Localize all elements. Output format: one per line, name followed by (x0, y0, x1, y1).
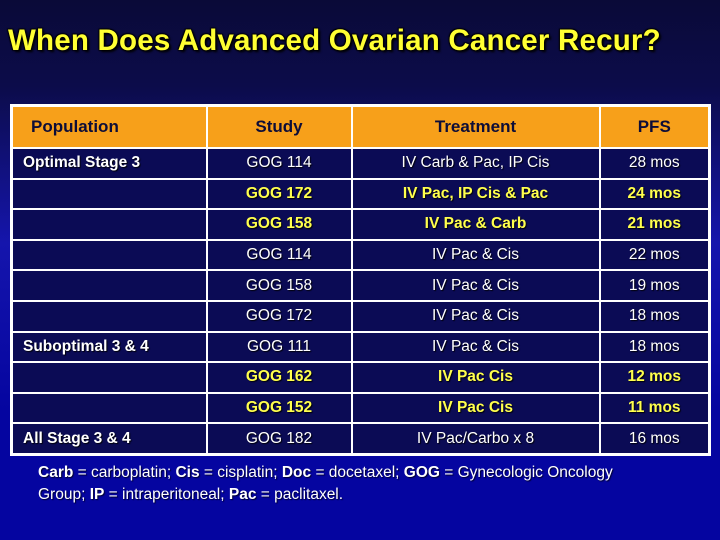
study-cell: GOG 162 (205, 361, 353, 394)
pfs-cell: 19 mos (598, 269, 711, 302)
table-row: GOG 172 IV Pac, IP Cis & Pac 24 mos (10, 177, 711, 211)
study-cell: GOG 182 (205, 422, 353, 456)
pfs-cell: 11 mos (598, 391, 711, 425)
population-cell (10, 238, 208, 272)
population-cell: Optimal Stage 3 (10, 147, 208, 180)
table-row: GOG 158 IV Pac & Carb 21 mos (10, 208, 711, 241)
treatment-cell: IV Pac & Cis (350, 269, 601, 302)
population-cell (10, 177, 208, 211)
treatment-cell: IV Pac & Carb (350, 208, 601, 241)
pfs-cell: 24 mos (598, 177, 711, 211)
footnote-abbr: IP (89, 486, 105, 503)
header-population: Population (10, 104, 208, 149)
footnote-abbr: Doc (281, 464, 312, 481)
footnote-abbr: Cis (175, 464, 200, 481)
slide-title: When Does Advanced Ovarian Cancer Recur? (8, 24, 661, 57)
table-row: GOG 172 IV Pac & Cis 18 mos (10, 299, 711, 333)
study-cell: GOG 114 (205, 238, 353, 272)
table-row: GOG 158 IV Pac & Cis 19 mos (10, 269, 711, 302)
population-cell (10, 299, 208, 333)
footnote-abbr: Pac (228, 486, 257, 503)
footnote-abbr: GOG (403, 464, 440, 481)
table-body: Optimal Stage 3 GOG 114 IV Carb & Pac, I… (10, 147, 711, 456)
population-cell: Suboptimal 3 & 4 (10, 330, 208, 364)
treatment-cell: IV Pac/Carbo x 8 (350, 422, 601, 456)
treatment-cell: IV Pac, IP Cis & Pac (350, 177, 601, 211)
header-study: Study (205, 104, 353, 149)
population-cell (10, 269, 208, 302)
header-treatment: Treatment (350, 104, 601, 149)
study-cell: GOG 172 (205, 299, 353, 333)
table-row: Suboptimal 3 & 4 GOG 111 IV Pac & Cis 18… (10, 330, 711, 364)
population-cell: All Stage 3 & 4 (10, 422, 208, 456)
treatment-cell: IV Pac & Cis (350, 299, 601, 333)
recurrence-table: Population Study Treatment PFS Optimal S… (10, 104, 711, 456)
pfs-cell: 16 mos (598, 422, 711, 456)
pfs-cell: 22 mos (598, 238, 711, 272)
footnote-abbr: Carb (38, 464, 74, 481)
table-header-row: Population Study Treatment PFS (10, 104, 711, 149)
population-cell (10, 391, 208, 425)
header-pfs: PFS (598, 104, 711, 149)
pfs-cell: 21 mos (598, 208, 711, 241)
pfs-cell: 18 mos (598, 330, 711, 364)
treatment-cell: IV Pac Cis (350, 361, 601, 394)
table-row: All Stage 3 & 4 GOG 182 IV Pac/Carbo x 8… (10, 422, 711, 456)
pfs-cell: 18 mos (598, 299, 711, 333)
study-cell: GOG 114 (205, 147, 353, 180)
treatment-cell: IV Pac & Cis (350, 238, 601, 272)
pfs-cell: 28 mos (598, 147, 711, 180)
study-cell: GOG 152 (205, 391, 353, 425)
footnote: Carb = carboplatin; Cis = cisplatin; Doc… (38, 464, 613, 503)
table-row: GOG 114 IV Pac & Cis 22 mos (10, 238, 711, 272)
treatment-cell: IV Carb & Pac, IP Cis (350, 147, 601, 180)
table-row: GOG 152 IV Pac Cis 11 mos (10, 391, 711, 425)
treatment-cell: IV Pac & Cis (350, 330, 601, 364)
study-cell: GOG 158 (205, 208, 353, 241)
table-row: Optimal Stage 3 GOG 114 IV Carb & Pac, I… (10, 147, 711, 180)
study-cell: GOG 158 (205, 269, 353, 302)
table-row: GOG 162 IV Pac Cis 12 mos (10, 361, 711, 394)
population-cell (10, 361, 208, 394)
study-cell: GOG 111 (205, 330, 353, 364)
treatment-cell: IV Pac Cis (350, 391, 601, 425)
pfs-cell: 12 mos (598, 361, 711, 394)
population-cell (10, 208, 208, 241)
study-cell: GOG 172 (205, 177, 353, 211)
